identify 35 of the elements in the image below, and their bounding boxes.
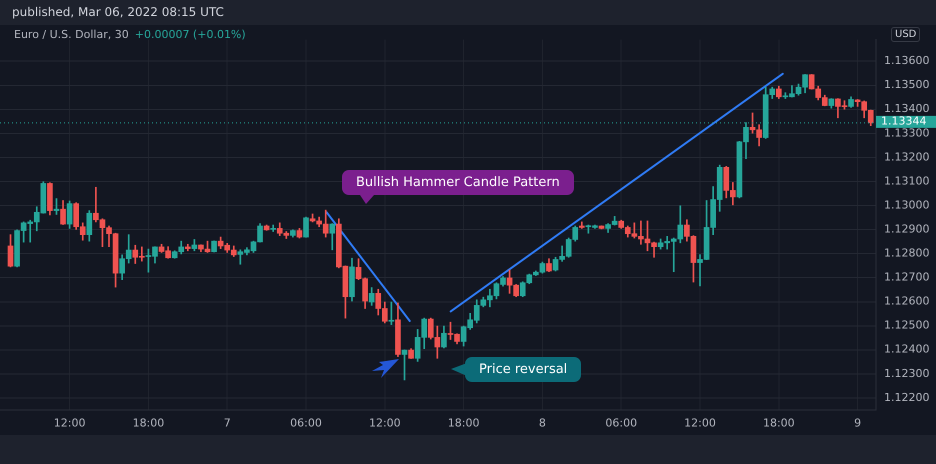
candlestick [402, 350, 408, 380]
x-tick-label: 7 [224, 416, 231, 430]
annotation: Bullish Hammer Candle Pattern [342, 170, 574, 195]
x-tick-label: 18:00 [762, 416, 795, 430]
x-tick-label: 06:00 [290, 416, 322, 430]
x-tick-label: 8 [538, 416, 546, 430]
chart-subtitle: +0.00007 (+0.01%) [134, 28, 246, 41]
y-tick-label: 1.13100 [884, 174, 930, 188]
annotation: Price reversal [465, 357, 582, 382]
x-tick-label: 06:00 [605, 416, 638, 430]
chart-title: Euro / U.S. Dollar, 30 [14, 28, 129, 41]
y-tick-label: 1.13500 [884, 78, 930, 92]
y-tick-label: 1.13200 [884, 150, 930, 164]
y-tick-label: 1.12400 [884, 342, 930, 356]
x-tick-label: 12:00 [684, 416, 716, 430]
y-tick-label: 1.13000 [884, 198, 930, 212]
y-tick-label: 1.13400 [884, 102, 930, 116]
y-tick-label: 1.12200 [884, 390, 930, 404]
y-tick-label: 1.12700 [884, 270, 930, 284]
ref-line-label: 1.13344 [881, 114, 926, 128]
x-tick-label: 18:00 [132, 416, 164, 430]
y-tick-label: 1.12800 [884, 246, 930, 260]
text: published, Mar 06, 2022 08:15 UTC [0, 0, 936, 25]
y-tick-label: 1.13300 [884, 126, 930, 140]
x-tick-label: 9 [854, 416, 862, 430]
y-tick-label: 1.12300 [884, 366, 930, 380]
y-tick-label: 1.12500 [884, 318, 930, 332]
y-axis-title: USD [891, 27, 920, 42]
x-tick-label: 18:00 [448, 416, 480, 430]
x-tick-label: 12:00 [368, 416, 401, 430]
y-tick-label: 1.12900 [884, 222, 930, 236]
x-tick-label: 12:00 [54, 416, 86, 430]
y-tick-label: 1.12600 [884, 294, 930, 308]
candlestick [54, 198, 60, 215]
y-tick-label: 1.13600 [884, 54, 930, 68]
